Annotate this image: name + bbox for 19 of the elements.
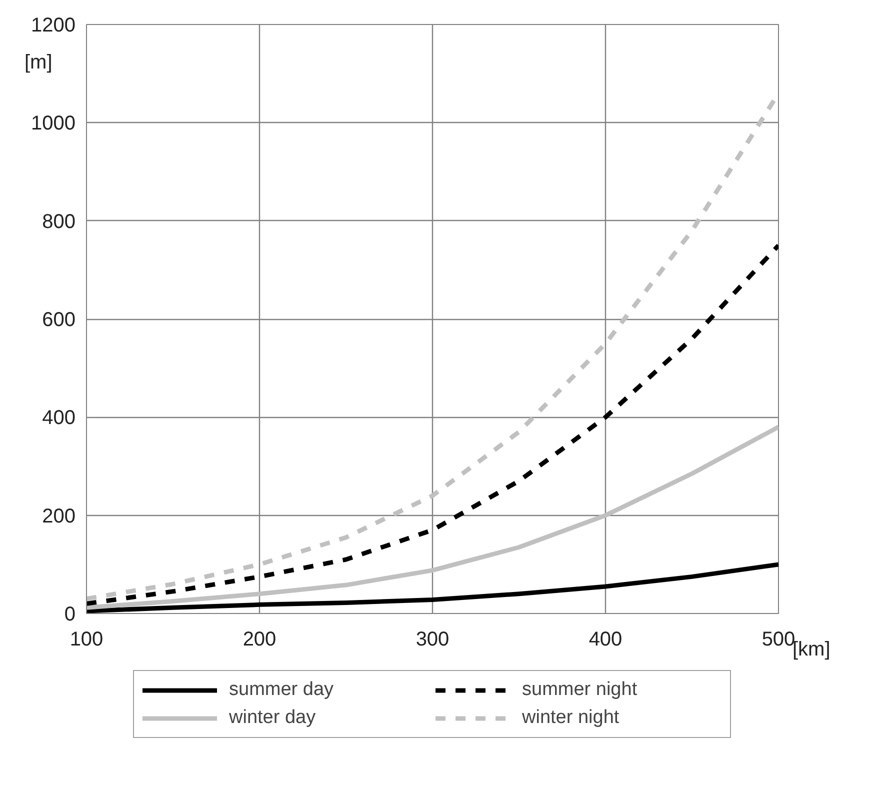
legend-label: winter night [522,707,620,729]
line-series [86,424,778,610]
legend-label: summer night [522,679,638,701]
y-tick-label: 600 [42,309,76,331]
x-tick-label: 300 [416,628,450,650]
x-tick-label: 400 [588,628,622,650]
y-tick-label: 400 [42,407,76,430]
legend-label: winter day [229,707,317,729]
x-tick-label: 200 [242,628,276,650]
y-tick-label: 1000 [31,112,76,135]
y-tick-label: 800 [42,210,76,233]
x-tick-label: 500 [762,628,796,650]
line-series [86,243,778,606]
legend-label: summer day [229,679,335,701]
y-tick-label: 1200 [31,14,76,36]
x-tick-label: 100 [70,628,104,650]
y-axis-title: [m] [24,52,52,74]
y-tick-label: 0 [64,604,76,626]
y-tick-label: 200 [42,505,76,528]
